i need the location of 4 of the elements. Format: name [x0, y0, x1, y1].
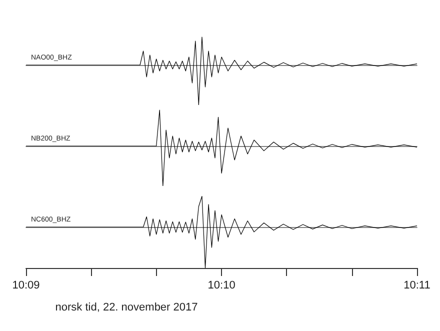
x-tick-label: 10:11 [404, 280, 430, 292]
x-axis-title: norsk tid, 22. november 2017 [55, 302, 198, 314]
x-tick-label: 10:10 [208, 280, 236, 292]
x-tick-label: 10:09 [12, 280, 40, 292]
